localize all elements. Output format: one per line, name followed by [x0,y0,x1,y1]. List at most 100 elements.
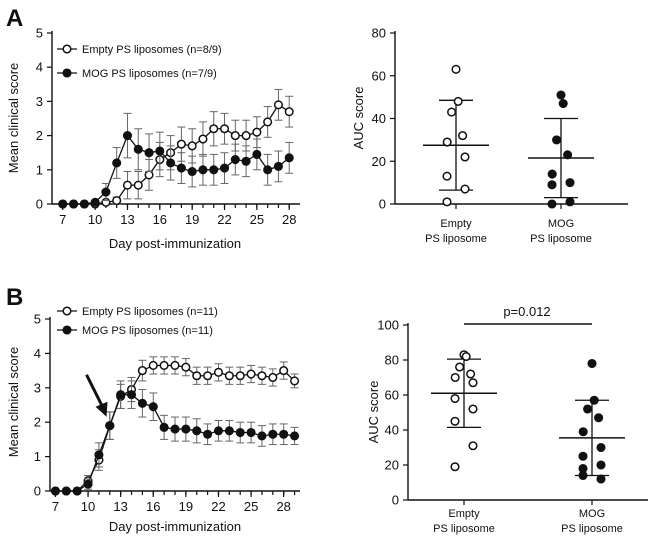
x-tick-label: 19 [185,212,199,227]
auc-point-filled [558,98,568,109]
data-point-open [187,141,197,151]
legend-marker-open [62,44,72,54]
auc-point-open [442,137,452,147]
panel-b-auc-chart: AUC score p=0.012 Empty PS liposome MOG … [366,304,648,535]
data-point-open [133,180,143,190]
data-point-open [209,124,219,134]
data-point-filled [101,187,111,197]
data-point-filled [122,131,133,141]
data-point-open [252,127,262,137]
x-tick-label: 16 [153,212,167,227]
data-point-open [148,360,158,370]
data-point-open [224,371,234,381]
panel-a-empty-label-line1: Empty [440,218,472,230]
data-point-open [263,117,273,127]
panel-b-empty-label-line1: Empty [448,508,480,520]
data-point-open [241,131,251,141]
data-point-open [246,369,256,379]
panel-letter-a: A [6,5,23,32]
data-point-filled [181,424,191,434]
data-point-open [198,134,208,144]
data-point-filled [198,165,208,175]
panel-a-auc-ylabel: AUC score [351,87,366,150]
x-tick-label: 22 [211,499,225,514]
data-point-filled [133,144,143,154]
data-point-filled [148,402,158,412]
auc-point-filled [556,90,566,100]
data-point-open [203,371,213,381]
panel-a-empty-label-line2: PS liposome [425,233,487,245]
y-tick-label: 4 [34,346,41,361]
y-tick-label: 3 [34,380,41,395]
data-point-filled [144,148,154,158]
legend-marker-filled [62,68,72,78]
data-point-filled [105,421,115,431]
data-point-open [144,170,154,180]
panel-b-auc-ylabel: AUC score [366,381,381,444]
auc-point-filled [578,463,588,474]
data-point-filled [155,146,165,156]
panel-a-line-ylabel: Mean clinical score [6,63,21,174]
data-point-filled [263,165,273,175]
data-point-open [192,371,202,381]
y-tick-label: 40 [372,111,386,126]
auc-point-filled [594,413,604,423]
panel-a-mog-label-line1: MOG [548,218,574,230]
y-tick-label: 60 [372,68,386,83]
auc-point-open [447,107,457,117]
y-tick-label: 40 [385,423,399,438]
auc-point-open [460,184,470,194]
auc-point-filled [583,404,593,414]
x-tick-label: 13 [120,212,134,227]
data-point-filled [166,158,176,168]
data-point-filled [257,431,267,441]
data-point-filled [58,199,68,209]
auc-point-filled [589,395,599,405]
data-point-filled [116,390,126,400]
auc-point-filled [563,150,573,160]
auc-point-filled [578,427,588,437]
data-point-filled [224,426,234,436]
data-point-filled [83,479,93,489]
panel-b-line-ylabel: Mean clinical score [6,347,21,458]
data-point-filled [192,426,202,436]
data-point-open [181,362,191,372]
x-tick-label: 7 [59,212,66,227]
panel-b-mog-label-line2: PS liposome [561,523,623,535]
x-tick-label: 7 [52,499,59,514]
y-tick-label: 80 [372,26,386,41]
data-point-open [112,196,122,206]
x-tick-label: 16 [146,499,160,514]
auc-point-open [451,64,461,74]
x-tick-label: 10 [88,212,102,227]
data-point-open [290,376,300,386]
auc-point-open [450,462,460,472]
auc-point-open [468,404,478,414]
auc-point-open [458,131,468,141]
x-tick-label: 22 [217,212,231,227]
annotation-arrow-shaft [85,374,105,410]
data-point-filled [219,163,230,173]
data-point-open [176,139,186,149]
y-tick-label: 0 [379,197,386,212]
panel-a-mog-label-line2: PS liposome [530,233,592,245]
auc-point-filled [547,180,557,190]
y-tick-label: 4 [36,60,43,75]
panel-b-mog-label-line1: MOG [579,508,605,520]
y-tick-label: 1 [34,449,41,464]
panel-b-line-xlabel: Day post-immunization [109,519,241,534]
auc-point-open [450,416,460,426]
series-line-open [62,103,290,205]
y-tick-label: 2 [34,415,41,430]
data-point-open [284,107,294,117]
x-tick-label: 10 [81,499,95,514]
panel-a-line-xlabel: Day post-immunization [109,236,241,251]
auc-point-open [461,351,471,362]
data-point-filled [72,486,82,496]
auc-point-open [455,362,465,372]
data-point-filled [273,161,283,171]
data-point-filled [290,431,300,441]
y-tick-label: 2 [36,128,43,143]
auc-point-filled [565,197,575,207]
